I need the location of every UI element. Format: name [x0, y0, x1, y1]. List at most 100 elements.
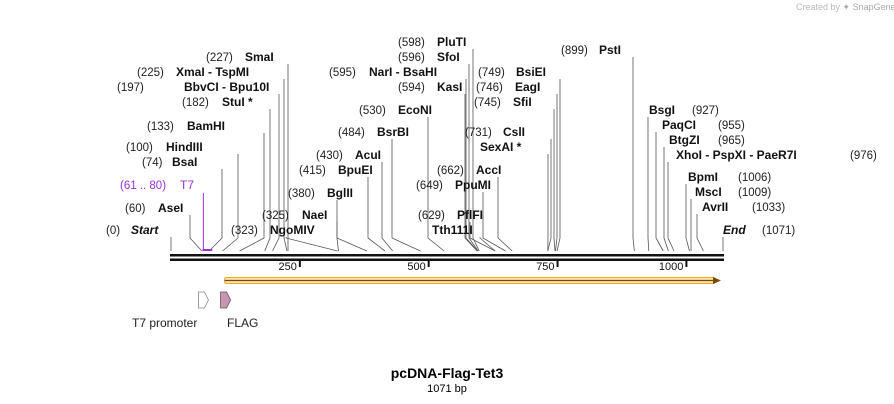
site-position: (1009) [738, 187, 771, 199]
site-label[interactable]: (197) BbvCI - Bpu10I [117, 80, 269, 94]
feature-flag[interactable]: FLAG [220, 291, 259, 330]
site-position: (227) [206, 52, 233, 64]
backbone-bottom-strand [170, 258, 724, 261]
site-position: (182) [182, 97, 209, 109]
site-line [189, 215, 203, 252]
site-line [336, 200, 368, 252]
site-line [556, 79, 561, 252]
site-position: (380) [288, 188, 315, 200]
site-label[interactable]: (749) BsiEI [478, 65, 546, 79]
site-label[interactable]: (415) BpuEI [299, 163, 373, 177]
site-position: (1006) [738, 172, 771, 184]
site-label[interactable]: (74) BsaI [142, 155, 197, 169]
site-line [469, 222, 496, 252]
site-position: (746) [476, 82, 503, 94]
site-label[interactable]: (965) BtgZI [669, 133, 745, 147]
primer-t7[interactable]: (61 .. 80) T7 [120, 178, 213, 251]
site-label[interactable]: (1009) MscI [695, 185, 771, 199]
backbone-top-strand [170, 254, 724, 257]
site-name: NgoMIV [270, 223, 315, 237]
site-label[interactable]: (595) NarI - BsaHI [329, 65, 437, 79]
feature-t7-promoter[interactable]: T7 promoter [132, 291, 209, 330]
site-position: (745) [474, 97, 501, 109]
primer-name: T7 [180, 178, 194, 192]
site-label[interactable]: (100) HindIII [126, 140, 203, 154]
site-label[interactable]: (1033) AvrII [702, 200, 785, 214]
site-position: (649) [416, 180, 443, 192]
site-position: (60) [125, 203, 146, 215]
site-name: BsgI [649, 103, 675, 117]
site-name: Tth111I [432, 223, 473, 237]
site-label[interactable]: (60) AseI [125, 201, 183, 215]
site-line [632, 57, 635, 252]
site-position: (731) [465, 127, 492, 139]
site-position: (595) [329, 67, 356, 79]
site-label[interactable]: (955) PaqCI [662, 118, 745, 132]
snapgene-branding: Created by ✦ SnapGene [796, 2, 894, 13]
site-position: (430) [316, 150, 343, 162]
site-label[interactable]: (662) AccI [437, 163, 501, 177]
site-position: (0) [106, 225, 120, 237]
site-label[interactable]: SexAI * [480, 140, 522, 154]
sequence-ruler [170, 254, 724, 261]
site-label[interactable]: (227) SmaI [206, 50, 274, 64]
ruler-tick-label: 500 [407, 261, 425, 273]
site-line [464, 94, 478, 252]
site-name: XmaI - TspMI [176, 65, 249, 79]
site-line [497, 177, 513, 252]
site-label[interactable]: Tth111I [432, 223, 473, 237]
site-name: End [723, 223, 746, 237]
site-line [285, 237, 338, 252]
site-name: PaqCI [662, 118, 696, 132]
site-label[interactable]: (325) NaeI [262, 208, 327, 222]
site-label[interactable]: (430) AcuI [316, 148, 381, 162]
site-position: (596) [398, 52, 425, 64]
site-name: BsaI [172, 155, 197, 169]
site-label[interactable]: (927) BsgI [649, 103, 719, 117]
site-label[interactable]: (598) PluTI [398, 35, 466, 49]
ruler-tick [298, 260, 301, 267]
site-label[interactable]: (745) SfiI [474, 95, 532, 109]
site-label[interactable]: (484) BsrBI [338, 125, 409, 139]
site-line [381, 162, 393, 252]
site-line [663, 147, 669, 252]
site-name: KasI [437, 80, 462, 94]
site-label[interactable]: (596) SfoI [398, 50, 460, 64]
site-line [427, 117, 445, 252]
site-label[interactable]: (225) XmaI - TspMI [137, 65, 249, 79]
site-label[interactable]: (182) StuI * [182, 95, 253, 109]
primer-position: (61 .. 80) [120, 180, 166, 192]
site-line [465, 79, 478, 252]
site-label[interactable]: (746) EagI [476, 80, 540, 94]
site-label[interactable]: (1006) BpmI [688, 170, 771, 184]
site-label[interactable]: (380) BglII [288, 186, 353, 200]
site-label[interactable]: (323) NgoMIV [231, 223, 315, 237]
site-position: (749) [478, 67, 505, 79]
site-label[interactable]: (731) CslI [465, 125, 525, 139]
site-line [685, 184, 690, 252]
orf-arrow[interactable] [224, 277, 721, 284]
snapgene-logo: ✦ SnapGene [842, 2, 894, 12]
site-label[interactable]: (133) BamHI [147, 119, 225, 133]
site-label[interactable]: (649) PpuMI [416, 178, 491, 192]
site-name: BpuEI [338, 163, 373, 177]
site-name: NaeI [302, 208, 327, 222]
site-line [468, 64, 479, 252]
site-name: PstI [599, 43, 621, 57]
site-label[interactable]: (629) PflFI [418, 208, 483, 222]
site-name: CslI [503, 125, 525, 139]
site-name: BpmI [688, 170, 718, 184]
site-label[interactable]: (1071) End [723, 223, 795, 237]
site-label[interactable]: (594) KasI [398, 80, 462, 94]
site-line [472, 49, 480, 252]
site-line [283, 79, 288, 252]
site-name: MscI [695, 185, 722, 199]
site-label[interactable]: (976) XhoI - PspXI - PaeR7I [676, 148, 877, 162]
site-label[interactable]: (899) PstI [561, 43, 621, 57]
site-label[interactable]: (530) EcoNI [359, 103, 432, 117]
site-name: AccI [476, 163, 501, 177]
site-label[interactable]: (0) Start [106, 223, 159, 237]
site-position: (133) [147, 121, 174, 133]
site-position: (100) [126, 142, 153, 154]
